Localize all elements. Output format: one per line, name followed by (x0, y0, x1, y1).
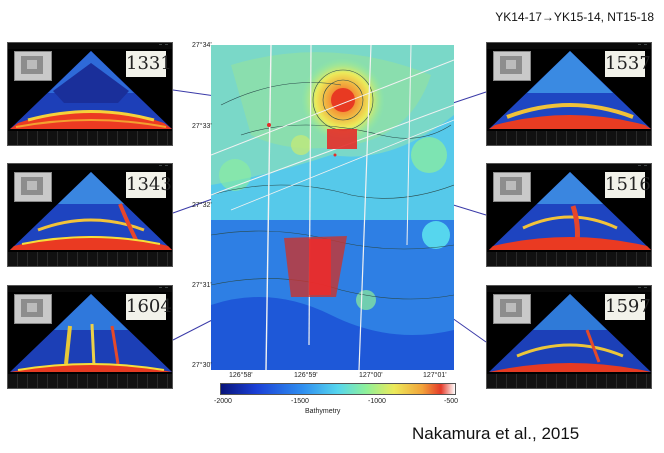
colorbar-tick: -2000 (214, 398, 232, 405)
sonar-panel-1597: — — 1597 (486, 285, 652, 389)
panel-header-text: — — (158, 42, 168, 48)
lat-label: 27°33' (192, 123, 212, 130)
panel-grid (487, 131, 651, 145)
seafloor-thumbnail (493, 51, 531, 81)
panel-grid (8, 252, 172, 266)
colorbar-tick: -500 (443, 398, 459, 405)
seafloor-thumbnail (14, 294, 52, 324)
lat-label: 27°31' (192, 282, 212, 289)
colorbar-title: Bathymetry (305, 408, 341, 415)
panel-id: 1537 (605, 51, 651, 77)
sonar-fan-image (10, 172, 172, 250)
sonar-panel-1343: — — 1343 (7, 163, 173, 267)
sonar-fan-image (10, 294, 172, 372)
panel-header-text: — — (158, 285, 168, 291)
sonar-fan-image (489, 172, 651, 250)
lon-label: 127°01' (423, 372, 447, 379)
seafloor-thumbnail (493, 172, 531, 202)
sonar-fan-image (489, 51, 651, 129)
seafloor-thumbnail (14, 172, 52, 202)
panel-header-text: — — (158, 163, 168, 169)
sonar-panel-1604: — — 1604 (7, 285, 173, 389)
lon-label: 126°58' (229, 372, 253, 379)
sonar-fan-image (489, 294, 651, 372)
panel-id: 1331 (126, 51, 172, 77)
panel-header-text: — — (637, 285, 647, 291)
panel-header-text: — — (637, 163, 647, 169)
panel-grid (8, 374, 172, 388)
panel-grid (487, 374, 651, 388)
panel-grid (8, 131, 172, 145)
panel-id: 1597 (605, 294, 651, 320)
lat-label: 27°30' (192, 362, 212, 369)
lat-label: 27°34' (192, 42, 212, 49)
sonar-panel-1537: — — 1537 (486, 42, 652, 146)
seafloor-thumbnail (493, 294, 531, 324)
bathymetry-map (211, 45, 454, 370)
panel-id: 1516 (605, 172, 651, 198)
sonar-fan-image (10, 51, 172, 129)
citation: Nakamura et al., 2015 (412, 424, 580, 443)
sonar-panel-1331: — — 1331 (7, 42, 173, 146)
panel-header-text: — — (637, 42, 647, 48)
colorbar-tick: -1000 (368, 398, 386, 405)
bathymetry-map-image (211, 45, 454, 370)
lon-label: 127°00' (359, 372, 383, 379)
panel-grid (487, 252, 651, 266)
lon-label: 126°59' (294, 372, 318, 379)
panel-id: 1604 (126, 294, 172, 320)
seafloor-thumbnail (14, 51, 52, 81)
panel-id: 1343 (126, 172, 172, 198)
depth-colorbar (220, 383, 456, 395)
colorbar-tick: -1500 (291, 398, 309, 405)
cruise-label: YK14-17→YK15-14, NT15-18 (495, 10, 654, 24)
sonar-panel-1516: — — 1516 (486, 163, 652, 267)
lat-label: 27°32' (192, 202, 212, 209)
